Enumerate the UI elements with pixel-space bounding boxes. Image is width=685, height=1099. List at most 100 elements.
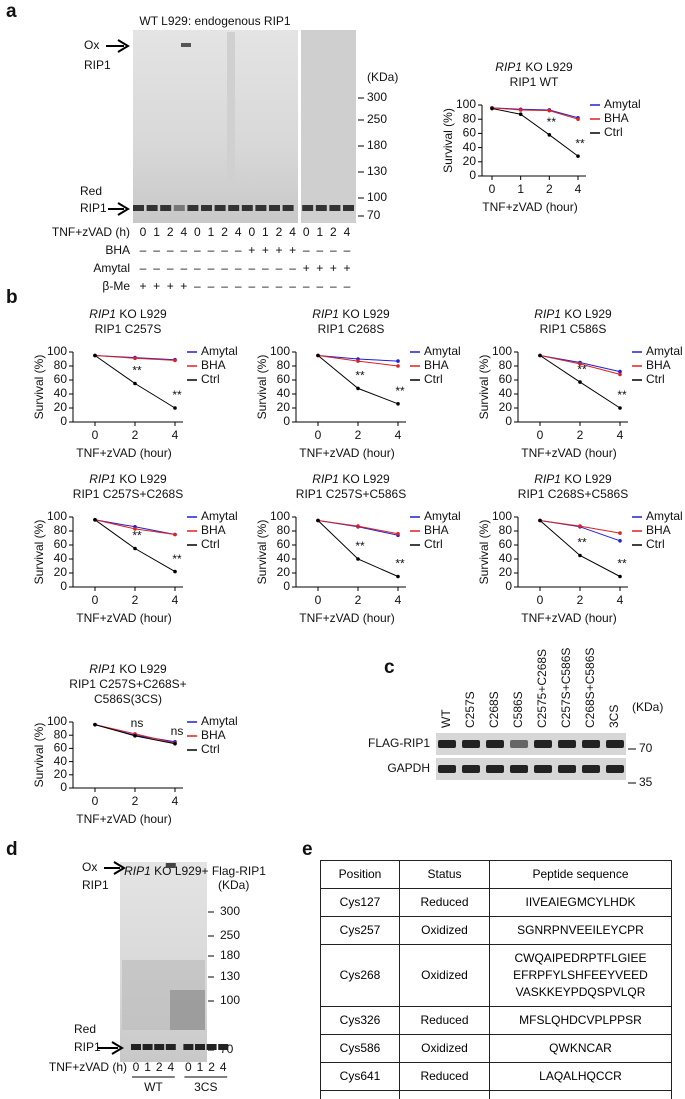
lane-label: + (330, 261, 337, 275)
band (438, 765, 456, 773)
panel-label: b (6, 287, 18, 308)
annotation: ** (547, 115, 557, 129)
table-row: Cys642ReducedLAQALHQCCR (320, 1090, 672, 1099)
lane-label: + (248, 243, 255, 257)
lane-label: – (153, 261, 160, 275)
annotation: ** (577, 362, 587, 376)
y-tick-label: 100 (270, 344, 290, 358)
y-tick-label: 0 (283, 414, 290, 428)
kda-marker: 70 (367, 208, 381, 222)
annotation: ns (171, 724, 184, 738)
y-tick-label: 80 (463, 111, 477, 125)
annotation: ** (132, 529, 142, 543)
data-point (93, 518, 97, 522)
x-tick-label: 2 (355, 593, 362, 607)
y-tick-label: 80 (54, 727, 68, 741)
band (165, 1044, 176, 1050)
lane-label: 1 (153, 225, 160, 239)
lane-label: – (276, 261, 283, 275)
table-cell: Cys642 (320, 1090, 400, 1099)
legend-label: Ctrl (646, 372, 665, 386)
lane-label: + (275, 243, 282, 257)
header-cell: Peptide sequence (489, 860, 672, 889)
kda-marker: 70 (639, 741, 653, 755)
table-cell: SGNRPNVEEILEYCPR (489, 916, 672, 945)
arrow-head (117, 39, 130, 53)
legend-label: Ctrl (424, 372, 443, 386)
series-line (491, 107, 579, 120)
y-axis-label: Survival (%) (255, 355, 269, 420)
blot-image (436, 733, 626, 755)
annotation: ** (172, 552, 182, 566)
band (486, 765, 504, 773)
table-cell: QWKNCAR (489, 1034, 672, 1063)
lane-label: 1 (262, 225, 269, 239)
arrow-head (113, 861, 126, 875)
band (582, 765, 600, 773)
table-row: Cys127 Reduced IIVEAIEGMCYLHDK (320, 888, 672, 917)
chart-subtitle: RIP1 C257S+C586S (296, 487, 406, 501)
data-point (396, 532, 400, 536)
legend-label: BHA (201, 358, 226, 372)
chart-title: RIP1 KO L929 (89, 472, 167, 486)
blot-label: RIP1 (84, 58, 111, 72)
table-cell: LAQALHQCCR (489, 1062, 672, 1091)
annotation: ** (395, 384, 405, 398)
y-axis-label: Survival (%) (32, 355, 46, 420)
lane-label: + (180, 279, 187, 293)
kda-label: (KDa) (218, 878, 249, 892)
lane-label: – (167, 261, 174, 275)
row-label: TNF+zVAD (h) (49, 1060, 127, 1074)
peptide-line: LAQALHQCCR (539, 1069, 622, 1083)
y-axis-label: Survival (%) (477, 520, 491, 585)
x-axis-label: TNF+zVAD (hour) (76, 446, 171, 460)
lane-label: 1 (197, 1060, 204, 1074)
chart-subtitle: RIP1 C257S (95, 322, 162, 336)
data-point (356, 386, 360, 391)
y-tick-label: 60 (499, 537, 513, 551)
lane-label: C268S+C586S (583, 648, 597, 728)
y-tick-label: 0 (60, 414, 67, 428)
lane-label: – (344, 279, 351, 293)
annotation: ** (132, 364, 142, 378)
lane-label: 4 (344, 225, 351, 239)
x-axis-label: TNF+zVAD (hour) (521, 446, 616, 460)
data-point (173, 532, 177, 537)
lane-label: – (140, 261, 147, 275)
y-tick-label: 40 (277, 551, 291, 565)
lane-label: 1 (208, 225, 215, 239)
blot-label: RIP1 (82, 878, 109, 892)
legend-label: Ctrl (201, 742, 220, 756)
lane-label: 4 (180, 225, 187, 239)
data-point (316, 518, 320, 523)
row-label: FLAG-RIP1 (368, 736, 430, 750)
table-cell: Cys257 (320, 916, 400, 945)
legend-label: Amytal (201, 344, 238, 358)
band (160, 205, 172, 211)
kda-marker: 180 (367, 138, 387, 152)
legend-label: Amytal (424, 344, 461, 358)
lane-label: + (316, 261, 323, 275)
x-axis-label: TNF+zVAD (hour) (76, 812, 171, 826)
x-tick-label: 4 (617, 428, 624, 442)
lane-label: 4 (220, 1060, 227, 1074)
x-tick-label: 2 (546, 182, 553, 196)
blot-label: Red (80, 184, 102, 198)
y-tick-label: 100 (47, 714, 67, 728)
data-point (618, 372, 622, 377)
y-tick-label: 40 (499, 551, 513, 565)
chart-title: RIP1 KO L929 (534, 307, 612, 321)
data-point (538, 353, 542, 358)
panel-label: c (384, 657, 395, 678)
x-tick-label: 2 (132, 794, 139, 808)
kda-marker: 130 (367, 164, 387, 178)
annotation: ** (172, 388, 182, 402)
lane-label: – (235, 243, 242, 257)
band (195, 1044, 205, 1050)
lane-label: – (140, 243, 147, 257)
lane-label: – (248, 279, 255, 293)
lane-label: 1 (144, 1060, 151, 1074)
peptide-line: LAQALHQCCR (493, 1096, 668, 1099)
x-tick-label: 4 (172, 593, 179, 607)
